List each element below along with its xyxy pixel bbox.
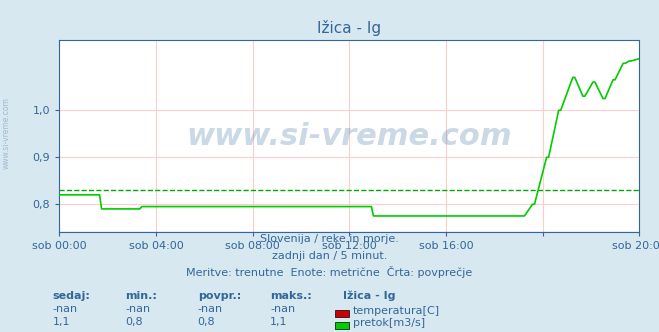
Text: www.si-vreme.com: www.si-vreme.com <box>186 122 512 151</box>
Text: zadnji dan / 5 minut.: zadnji dan / 5 minut. <box>272 251 387 261</box>
Text: Slovenija / reke in morje.: Slovenija / reke in morje. <box>260 234 399 244</box>
Text: min.:: min.: <box>125 291 157 301</box>
Text: 1,1: 1,1 <box>270 317 288 327</box>
Text: sedaj:: sedaj: <box>53 291 90 301</box>
Text: 0,8: 0,8 <box>125 317 143 327</box>
Text: maks.:: maks.: <box>270 291 312 301</box>
Text: www.si-vreme.com: www.si-vreme.com <box>2 97 11 169</box>
Text: -nan: -nan <box>125 304 150 314</box>
Text: pretok[m3/s]: pretok[m3/s] <box>353 318 424 328</box>
Text: temperatura[C]: temperatura[C] <box>353 306 440 316</box>
Text: Ižica - Ig: Ižica - Ig <box>343 290 395 301</box>
Title: Ižica - Ig: Ižica - Ig <box>317 20 382 36</box>
Text: Meritve: trenutne  Enote: metrične  Črta: povprečje: Meritve: trenutne Enote: metrične Črta: … <box>186 266 473 278</box>
Text: 0,8: 0,8 <box>198 317 215 327</box>
Text: -nan: -nan <box>53 304 78 314</box>
Text: povpr.:: povpr.: <box>198 291 241 301</box>
Text: 1,1: 1,1 <box>53 317 71 327</box>
Text: -nan: -nan <box>270 304 295 314</box>
Text: -nan: -nan <box>198 304 223 314</box>
